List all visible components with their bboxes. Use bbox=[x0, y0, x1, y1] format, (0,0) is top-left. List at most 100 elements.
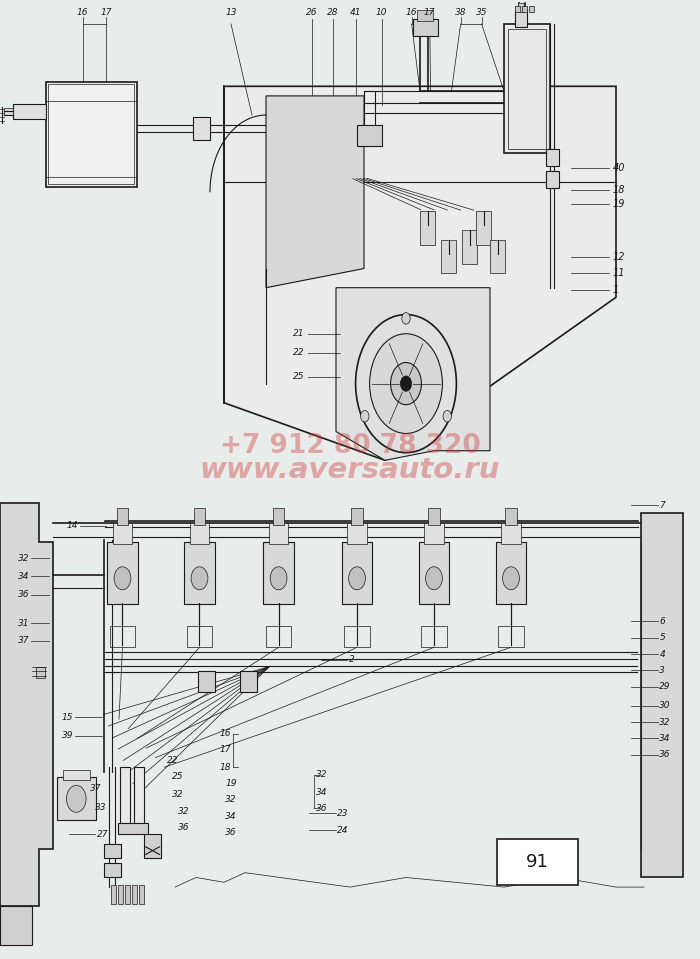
Circle shape bbox=[360, 410, 369, 422]
Bar bbox=[118, 885, 122, 904]
Text: 3: 3 bbox=[659, 666, 665, 675]
Bar bbox=[528, 6, 534, 12]
Polygon shape bbox=[224, 86, 616, 460]
Bar bbox=[441, 240, 456, 273]
Circle shape bbox=[426, 567, 442, 590]
Bar bbox=[419, 542, 449, 604]
Bar bbox=[139, 885, 143, 904]
Circle shape bbox=[114, 567, 131, 590]
Bar bbox=[505, 508, 517, 525]
Text: 22: 22 bbox=[293, 348, 304, 358]
Text: 19: 19 bbox=[612, 199, 625, 209]
Text: 21: 21 bbox=[293, 329, 304, 339]
Text: 15: 15 bbox=[62, 713, 74, 722]
Bar bbox=[0, 906, 32, 945]
Bar bbox=[421, 626, 447, 647]
Bar bbox=[428, 508, 440, 525]
Bar bbox=[117, 508, 128, 525]
Bar bbox=[413, 19, 438, 36]
Polygon shape bbox=[0, 503, 52, 906]
Bar bbox=[351, 508, 363, 525]
Text: 39: 39 bbox=[62, 731, 74, 740]
Bar bbox=[546, 149, 559, 166]
Text: 36: 36 bbox=[178, 823, 189, 832]
Text: 91: 91 bbox=[526, 854, 549, 871]
Bar bbox=[263, 542, 294, 604]
Bar bbox=[240, 671, 257, 692]
Text: 10: 10 bbox=[376, 8, 387, 17]
Text: 19: 19 bbox=[225, 779, 237, 788]
Text: 36: 36 bbox=[225, 828, 237, 837]
Bar bbox=[344, 626, 370, 647]
Bar bbox=[104, 863, 121, 877]
Text: 2: 2 bbox=[349, 655, 354, 665]
Text: 34: 34 bbox=[18, 572, 29, 581]
Polygon shape bbox=[336, 288, 490, 460]
Bar bbox=[198, 671, 215, 692]
Text: 11: 11 bbox=[612, 269, 625, 278]
Circle shape bbox=[349, 567, 365, 590]
Text: 32: 32 bbox=[659, 717, 671, 727]
Bar bbox=[420, 211, 435, 245]
Bar bbox=[462, 230, 477, 264]
Bar bbox=[514, 6, 520, 12]
Text: 33: 33 bbox=[94, 803, 106, 812]
Text: 37: 37 bbox=[90, 784, 101, 793]
Bar bbox=[498, 626, 524, 647]
Text: 37: 37 bbox=[18, 636, 29, 645]
Bar bbox=[490, 240, 505, 273]
Bar bbox=[546, 171, 559, 188]
Circle shape bbox=[503, 567, 519, 590]
Bar bbox=[125, 885, 130, 904]
Circle shape bbox=[370, 334, 442, 433]
Bar bbox=[497, 839, 578, 885]
Bar bbox=[424, 523, 444, 544]
Text: 5: 5 bbox=[659, 633, 665, 643]
Circle shape bbox=[356, 315, 456, 453]
Text: 34: 34 bbox=[316, 787, 328, 797]
Text: 36: 36 bbox=[659, 750, 671, 760]
Bar bbox=[110, 626, 135, 647]
Text: 32: 32 bbox=[178, 807, 189, 816]
Text: 34: 34 bbox=[225, 811, 237, 821]
Text: 17: 17 bbox=[424, 8, 435, 17]
Bar bbox=[13, 104, 46, 119]
Text: 41: 41 bbox=[350, 8, 361, 17]
Bar bbox=[496, 542, 526, 604]
Text: 12: 12 bbox=[612, 252, 625, 262]
Text: 1: 1 bbox=[612, 285, 619, 294]
Bar bbox=[190, 523, 209, 544]
Text: 40: 40 bbox=[612, 163, 625, 173]
Text: 16: 16 bbox=[77, 8, 88, 17]
Circle shape bbox=[391, 363, 421, 405]
Text: 7: 7 bbox=[659, 501, 665, 510]
Bar bbox=[144, 834, 161, 858]
Text: 16: 16 bbox=[406, 8, 417, 17]
Circle shape bbox=[443, 410, 452, 422]
Bar bbox=[132, 885, 136, 904]
Bar bbox=[357, 125, 382, 146]
Text: 32: 32 bbox=[172, 789, 183, 799]
Text: 17: 17 bbox=[220, 745, 231, 755]
Bar bbox=[113, 523, 132, 544]
Text: 17: 17 bbox=[101, 8, 112, 17]
Text: 24: 24 bbox=[337, 826, 349, 835]
Bar bbox=[36, 667, 45, 678]
Bar bbox=[107, 542, 138, 604]
Bar bbox=[508, 29, 546, 149]
Text: 18: 18 bbox=[612, 185, 625, 195]
Circle shape bbox=[400, 376, 412, 391]
Bar bbox=[269, 523, 288, 544]
Text: 6: 6 bbox=[659, 617, 665, 626]
Text: 35: 35 bbox=[476, 8, 487, 17]
Bar bbox=[4, 108, 13, 115]
Bar bbox=[476, 211, 491, 245]
Bar bbox=[518, 3, 524, 12]
Bar bbox=[111, 885, 116, 904]
Text: 36: 36 bbox=[18, 590, 29, 599]
Text: 30: 30 bbox=[659, 701, 671, 711]
Bar bbox=[522, 6, 527, 12]
Bar bbox=[57, 777, 96, 820]
Bar bbox=[501, 523, 521, 544]
Bar bbox=[134, 767, 144, 825]
